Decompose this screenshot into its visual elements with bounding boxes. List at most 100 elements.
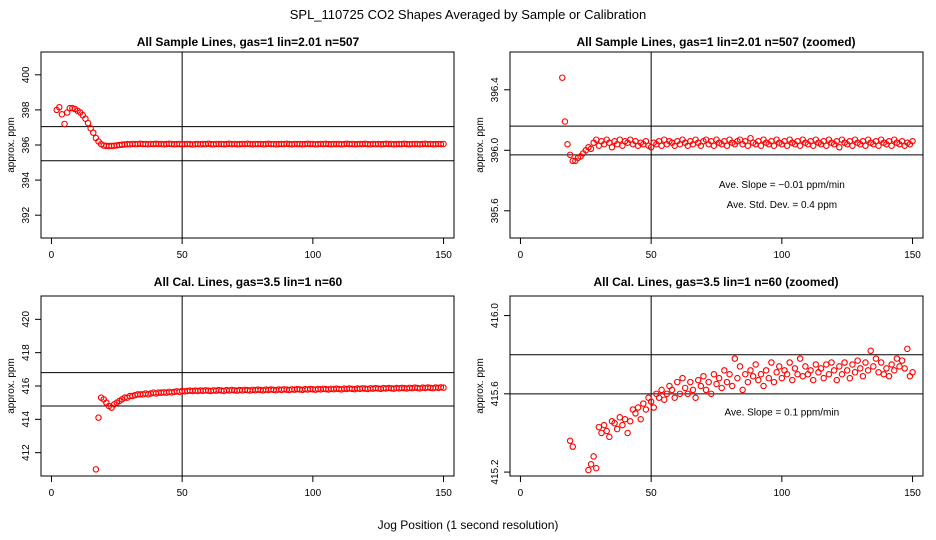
data-point (440, 140, 447, 148)
data-point (728, 382, 736, 390)
y-tick-label: 396 (21, 136, 32, 153)
data-point (84, 119, 92, 127)
data-point (791, 365, 799, 372)
data-point (757, 371, 765, 378)
data-point (796, 355, 804, 362)
data-point (841, 359, 848, 366)
data-point (587, 461, 595, 468)
data-point (687, 378, 694, 386)
data-point (757, 142, 765, 150)
data-point (90, 129, 97, 136)
data-point (755, 376, 762, 384)
data-point (585, 466, 592, 474)
plot-frame (509, 295, 924, 477)
data-point (809, 142, 817, 150)
y-tick-label: 396.0 (490, 137, 501, 162)
data-point (836, 144, 843, 151)
data-point (885, 372, 893, 380)
data-point (888, 361, 895, 368)
data-point (632, 410, 639, 417)
data-point (765, 374, 773, 382)
data-point (830, 367, 838, 374)
data-point (778, 374, 786, 382)
data-point (626, 417, 634, 425)
data-point (862, 359, 869, 366)
data-point (877, 359, 885, 366)
data-point (883, 365, 890, 372)
y-axis-label: approx. ppm (6, 358, 17, 414)
data-point (613, 425, 621, 433)
data-point (440, 384, 447, 391)
x-tick-label: 50 (177, 250, 189, 261)
y-tick-label: 396.4 (490, 77, 501, 102)
data-point (888, 142, 895, 150)
data-point (650, 404, 658, 411)
y-axis-label: approx. ppm (475, 358, 486, 414)
data-point (679, 374, 686, 382)
data-point (828, 359, 835, 366)
data-point (862, 142, 869, 150)
data-point (671, 394, 678, 401)
data-point (770, 142, 778, 150)
y-tick-label: 415.6 (490, 381, 501, 406)
x-tick-label: 100 (305, 488, 322, 499)
y-tick-label: 415.2 (490, 459, 501, 484)
data-point (647, 398, 655, 405)
data-point (742, 371, 749, 378)
data-point (684, 390, 691, 398)
data-point (710, 371, 718, 378)
y-tick-label: 416.0 (490, 303, 501, 328)
x-tick-label: 150 (904, 488, 921, 499)
data-point (744, 142, 752, 150)
x-tick-label: 100 (305, 250, 322, 261)
data-point (843, 367, 851, 374)
data-point (898, 357, 906, 364)
panel-title: All Sample Lines, gas=1 lin=2.01 n=507 (137, 35, 360, 49)
data-point (875, 142, 882, 150)
data-point (702, 386, 710, 394)
chart-panel-2: All Sample Lines, gas=1 lin=2.01 n=507 (… (475, 35, 924, 261)
data-point (603, 427, 610, 435)
data-point (715, 374, 723, 382)
data-point (825, 371, 833, 378)
annotation: Ave. Std. Dev. = 0.4 ppm (727, 200, 838, 211)
data-point (718, 384, 725, 392)
data-point (713, 380, 720, 388)
data-point (566, 437, 574, 445)
data-point (700, 372, 707, 380)
data-point (569, 443, 576, 450)
data-point (807, 367, 814, 374)
x-tick-label: 0 (49, 250, 55, 261)
data-point (744, 378, 752, 386)
data-point (809, 376, 817, 384)
data-point (739, 386, 746, 394)
data-point (658, 386, 665, 394)
data-point (775, 363, 783, 370)
data-point (838, 371, 846, 378)
data-point (867, 347, 874, 355)
chart-panel-3: All Cal. Lines, gas=3.5 lin=1 n=60 0 50 100… (6, 275, 455, 499)
data-point (854, 357, 861, 364)
x-tick-label: 0 (518, 250, 524, 261)
y-tick-label: 412 (21, 444, 32, 461)
data-point (689, 386, 697, 394)
data-point (849, 142, 856, 150)
data-point (734, 374, 741, 382)
data-point (95, 414, 102, 421)
data-point (61, 120, 68, 128)
y-tick-label: 418 (21, 344, 32, 361)
data-point (668, 386, 676, 394)
data-point (749, 372, 757, 380)
data-point (640, 400, 647, 407)
data-point (901, 365, 908, 372)
figure-title: SPL_110725 CO2 Shapes Averaged by Sample… (290, 7, 647, 22)
panels: All Sample Lines, gas=1 lin=2.01 n=507 0 5… (6, 35, 924, 499)
data-point (783, 371, 791, 378)
plot-frame (509, 51, 924, 239)
data-point (833, 376, 840, 384)
data-point (564, 140, 571, 148)
y-tick-label: 395.6 (490, 198, 501, 223)
data-point (768, 359, 775, 366)
data-point (593, 464, 600, 472)
data-point (437, 140, 445, 148)
